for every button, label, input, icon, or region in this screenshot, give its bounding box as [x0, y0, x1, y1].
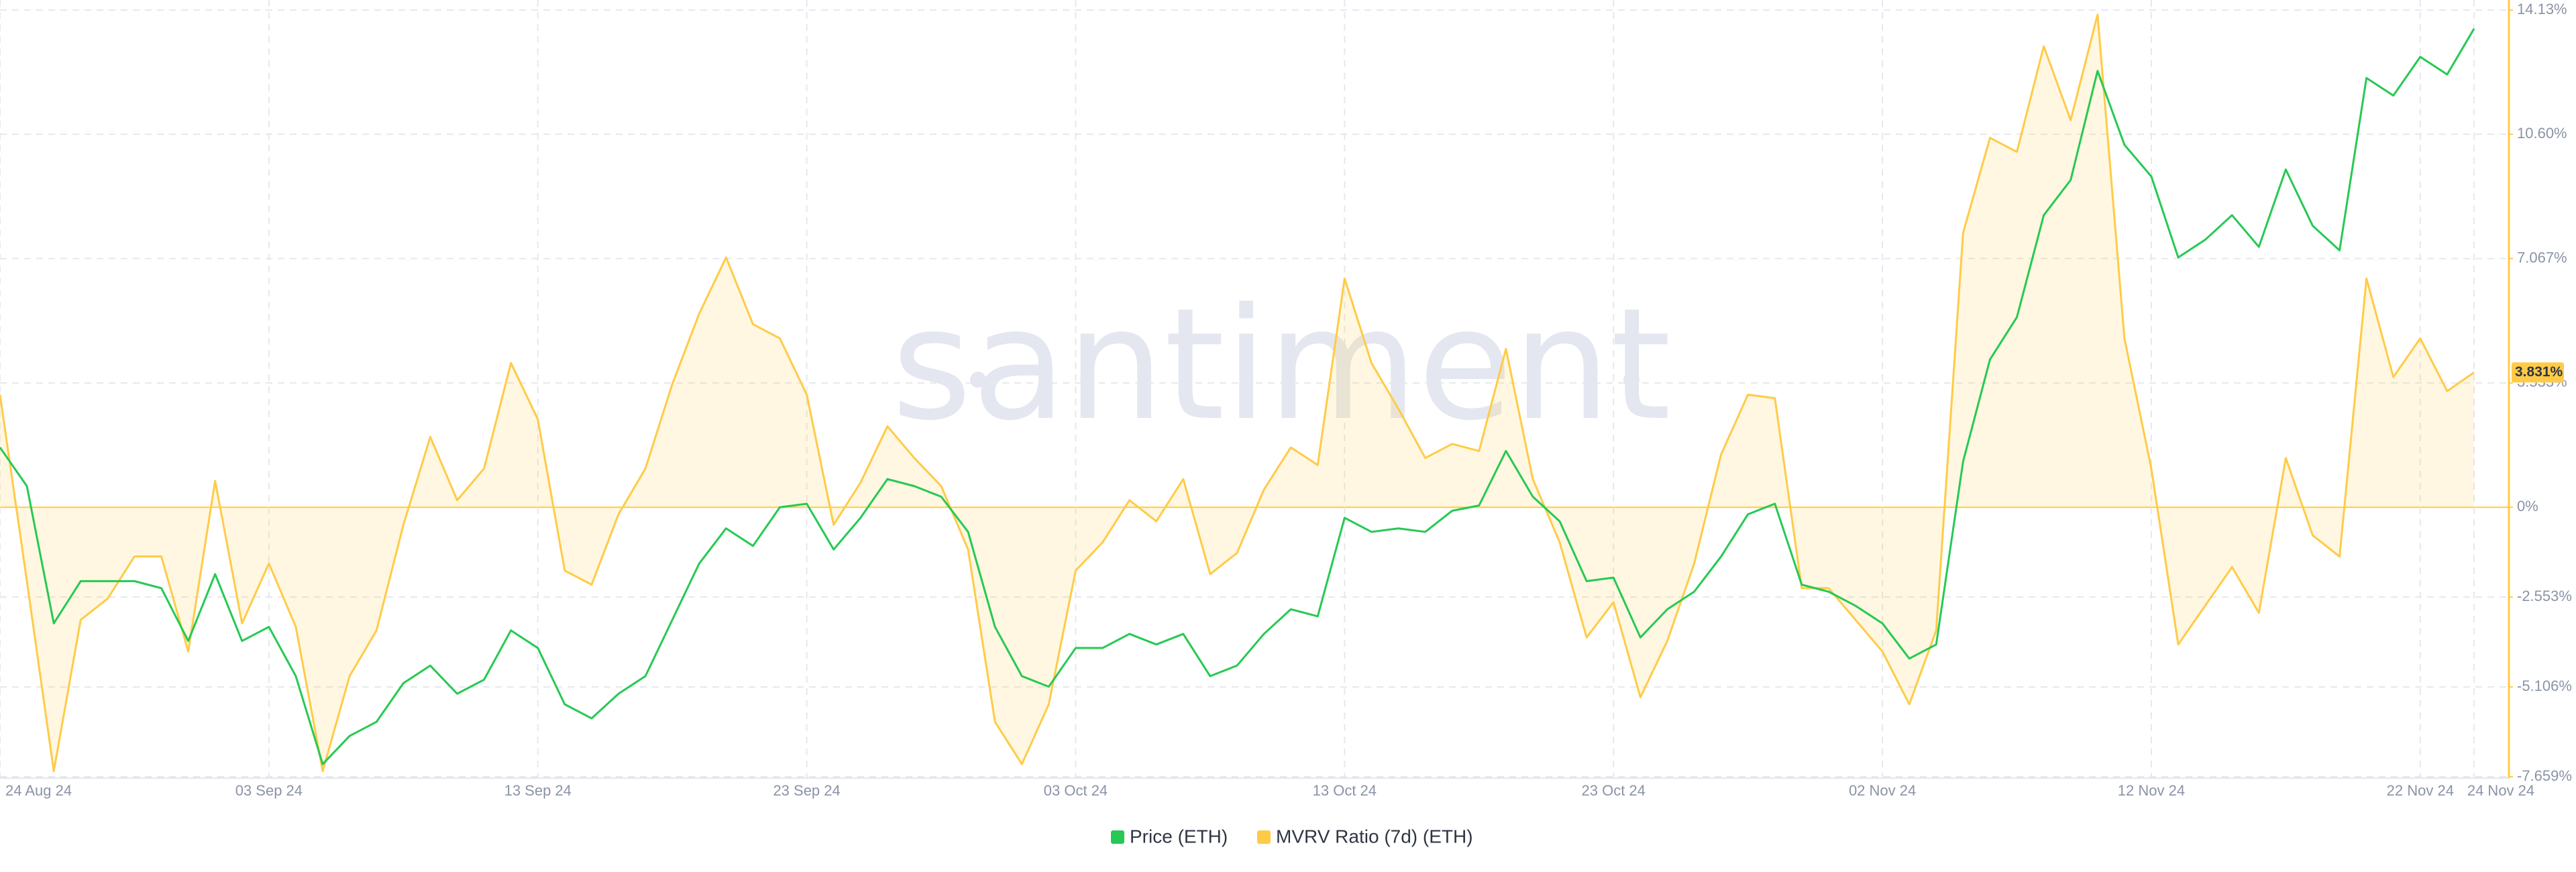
value-label: 3.831% [2515, 364, 2563, 380]
x-tick-label: 03 Sep 24 [235, 782, 303, 799]
x-tick-label: 02 Nov 24 [1849, 782, 1916, 799]
x-tick-label: 24 Nov 24 [2467, 782, 2534, 799]
area-fill [0, 14, 2474, 771]
legend-swatch [1111, 830, 1124, 844]
watermark-dot [970, 372, 986, 388]
legend-label: Price (ETH) [1130, 826, 1228, 847]
value-badge [2512, 362, 2564, 383]
y-tick-label: 0% [2517, 498, 2538, 514]
grid [0, 0, 2509, 778]
legend-swatch [1257, 830, 1271, 844]
y-tick-label: -7.659% [2517, 767, 2572, 784]
x-tick-label: 24 Aug 24 [5, 782, 72, 799]
y-tick-label: -5.106% [2517, 677, 2572, 694]
legend-label: MVRV Ratio (7d) (ETH) [1276, 826, 1473, 847]
watermark-dot [1623, 372, 1640, 388]
x-tick-label: 12 Nov 24 [2118, 782, 2185, 799]
x-tick-label: 22 Nov 24 [2387, 782, 2454, 799]
series-line [0, 28, 2475, 765]
y-tick-label: 10.60% [2517, 125, 2567, 142]
y-tick-label: -2.553% [2517, 588, 2572, 604]
y-tick-label: 7.067% [2517, 249, 2567, 266]
x-tick-label: 13 Oct 24 [1313, 782, 1377, 799]
x-tick-label: 23 Sep 24 [773, 782, 840, 799]
x-tick-label: 23 Oct 24 [1582, 782, 1646, 799]
series-line [0, 13, 2475, 773]
y-tick-label: 14.13% [2517, 1, 2567, 17]
x-tick-label: 03 Oct 24 [1044, 782, 1108, 799]
watermark: santiment [892, 276, 1671, 455]
x-tick-label: 13 Sep 24 [504, 782, 572, 799]
